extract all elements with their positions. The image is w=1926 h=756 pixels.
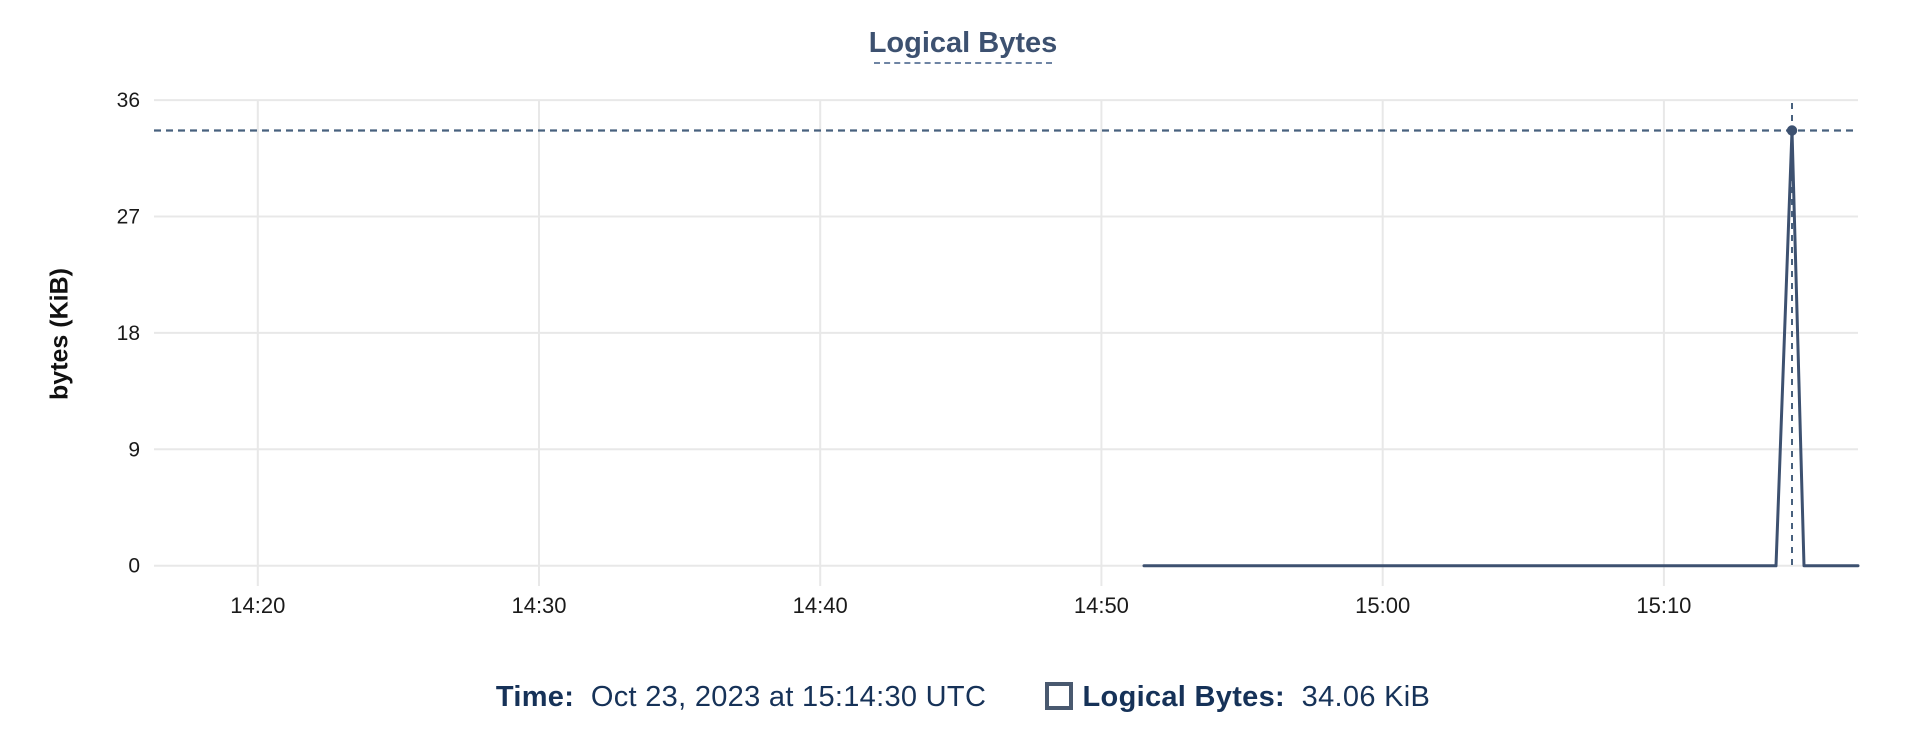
svg-text:18: 18 xyxy=(117,322,140,345)
svg-text:27: 27 xyxy=(117,206,140,229)
svg-text:14:20: 14:20 xyxy=(230,593,285,618)
svg-text:14:50: 14:50 xyxy=(1074,593,1129,618)
svg-text:14:30: 14:30 xyxy=(511,593,566,618)
svg-text:9: 9 xyxy=(128,439,140,462)
svg-text:14:40: 14:40 xyxy=(793,593,848,618)
svg-text:0: 0 xyxy=(128,555,140,578)
svg-text:15:10: 15:10 xyxy=(1636,593,1691,618)
svg-text:15:00: 15:00 xyxy=(1355,593,1410,618)
svg-text:36: 36 xyxy=(117,89,140,112)
